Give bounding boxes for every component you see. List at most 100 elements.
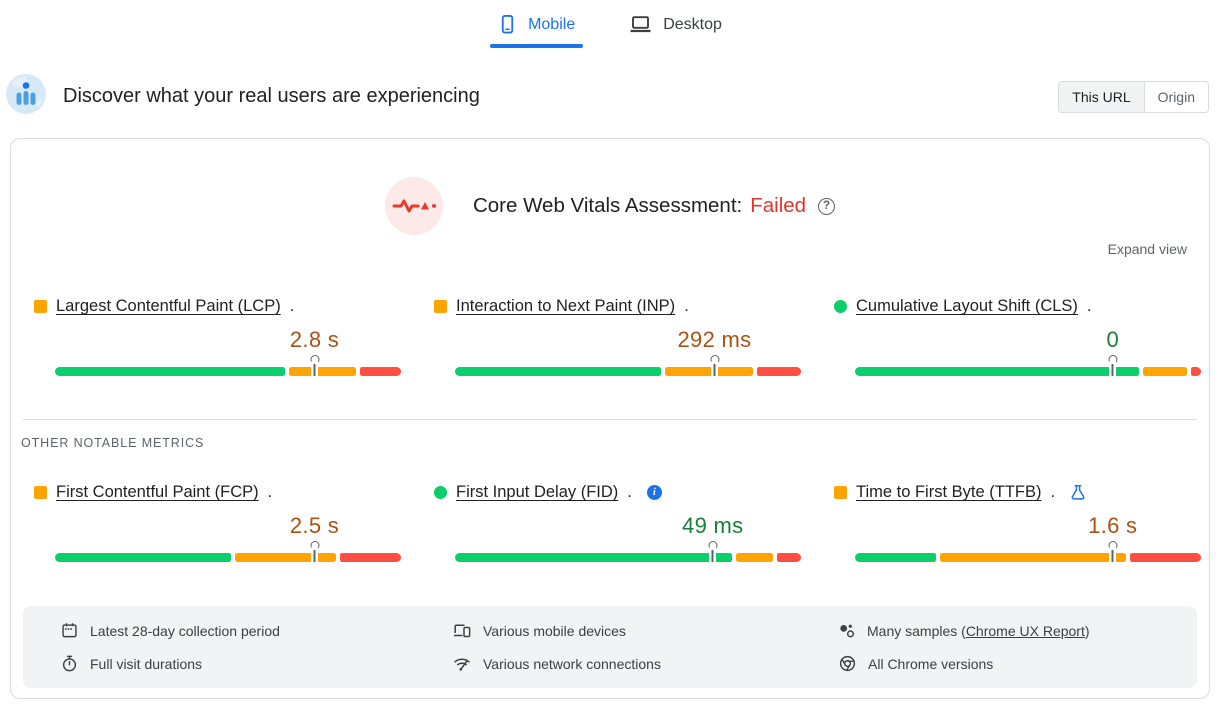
segment-poor: [360, 367, 401, 376]
bar-area: 1.6 s: [855, 513, 1202, 562]
field-section-title: Discover what your real users are experi…: [63, 85, 480, 107]
marker-stem: [713, 364, 716, 376]
metric-value: 2.5 s: [289, 513, 340, 538]
metric-head: First Input Delay (FID). i: [434, 483, 801, 502]
metric-value: 0: [1106, 327, 1120, 352]
tab-desktop[interactable]: Desktop: [621, 10, 730, 48]
scope-this-url-button[interactable]: This URL: [1059, 81, 1144, 112]
rating-indicator: [834, 300, 847, 313]
field-data-header: Discover what your real users are experi…: [0, 48, 1220, 138]
distribution-bar: [855, 553, 1202, 562]
label-period: .: [289, 297, 295, 315]
segment-ni: [288, 367, 357, 376]
assessment-header: Core Web Vitals Assessment: Failed ?: [11, 139, 1209, 235]
distribution-bar: [455, 553, 801, 562]
core-web-vitals-card: Core Web Vitals Assessment: Failed ? Exp…: [10, 138, 1210, 699]
samples-icon: [839, 623, 855, 639]
rating-indicator: [434, 300, 447, 313]
footer-text: All Chrome versions: [868, 655, 994, 672]
segment-good: [55, 553, 231, 562]
collection-period-item: Latest 28-day collection period: [61, 622, 453, 639]
metric-label-link[interactable]: Cumulative Layout Shift (CLS): [856, 297, 1078, 315]
metric-lcp: Largest Contentful Paint (LCP). 2.8 s: [34, 297, 401, 376]
stopwatch-icon: [61, 655, 78, 672]
label-period: .: [1050, 483, 1056, 501]
metric-head: Interaction to Next Paint (INP).: [434, 297, 801, 316]
marker-dot: [708, 541, 718, 550]
label-period: .: [627, 483, 632, 501]
tab-mobile[interactable]: Mobile: [490, 10, 584, 48]
segment-ni: [736, 553, 774, 562]
bar-area: 2.5 s: [55, 513, 402, 562]
metric-value: 292 ms: [677, 327, 752, 352]
marker-dot: [310, 355, 319, 364]
p75-marker: [1108, 541, 1118, 562]
marker-stem: [313, 550, 316, 562]
info-icon[interactable]: i: [646, 485, 662, 500]
network-icon: [453, 655, 471, 672]
calendar-icon: [61, 622, 78, 639]
label-period: .: [267, 483, 273, 501]
heartbeat-icon: [384, 177, 443, 235]
section-divider: [23, 419, 1197, 420]
rating-indicator: [34, 486, 47, 499]
distribution-bar: [455, 367, 801, 376]
crux-data-footer: Latest 28-day collection period Various …: [23, 606, 1197, 688]
metric-label-link[interactable]: Interaction to Next Paint (INP): [456, 297, 676, 315]
segment-poor: [340, 553, 402, 562]
bar-area: 0: [855, 327, 1201, 376]
network-connections-item: Various network connections: [453, 655, 839, 672]
footer-text: Various network connections: [483, 655, 661, 672]
scope-toggle: This URL Origin: [1058, 80, 1209, 113]
device-tab-bar: Mobile Desktop: [0, 0, 1220, 48]
footer-text: Full visit durations: [90, 655, 203, 672]
expand-view-link[interactable]: Expand view: [1107, 241, 1187, 257]
chrome-ux-report-link[interactable]: Chrome UX Report: [965, 622, 1085, 639]
metric-value: 49 ms: [682, 513, 744, 538]
core-metrics-row: Largest Contentful Paint (LCP). 2.8 s In…: [11, 297, 1209, 376]
mobile-phone-icon: [498, 14, 517, 35]
footer-text: Many samples (Chrome UX Report): [867, 622, 1090, 639]
marker-dot: [710, 355, 719, 364]
devices-item: Various mobile devices: [453, 622, 839, 639]
footer-text: Various mobile devices: [483, 622, 626, 639]
marker-stem: [313, 364, 316, 376]
segment-good: [455, 553, 733, 562]
chrome-versions-item: All Chrome versions: [839, 655, 1187, 672]
experimental-flask-icon[interactable]: [1070, 484, 1086, 501]
segment-ni: [234, 553, 337, 562]
metric-label-link[interactable]: First Input Delay (FID): [456, 483, 619, 501]
metric-head: Largest Contentful Paint (LCP).: [34, 297, 401, 316]
metric-head: Cumulative Layout Shift (CLS).: [834, 297, 1201, 316]
tab-mobile-label: Mobile: [528, 15, 576, 33]
segment-poor: [777, 553, 801, 562]
label-period: .: [684, 297, 689, 315]
metric-head: First Contentful Paint (FCP).: [34, 483, 401, 502]
marker-dot: [1108, 355, 1118, 364]
p75-marker: [710, 355, 719, 376]
marker-stem: [1111, 550, 1114, 562]
assessment-status: Failed: [750, 194, 807, 217]
visit-durations-item: Full visit durations: [61, 655, 453, 672]
metric-label-link[interactable]: Largest Contentful Paint (LCP): [56, 297, 281, 315]
segment-ni: [940, 553, 1127, 562]
metric-value: 2.8 s: [289, 327, 340, 352]
real-users-icon: [6, 74, 46, 119]
help-icon[interactable]: ?: [818, 197, 836, 215]
rating-indicator: [34, 300, 47, 313]
bar-area: 2.8 s: [55, 327, 401, 376]
metric-label-link[interactable]: First Contentful Paint (FCP): [56, 483, 259, 501]
segment-good: [55, 367, 285, 376]
desktop-icon: [629, 15, 652, 34]
p75-marker: [310, 541, 319, 562]
label-period: .: [1086, 297, 1092, 315]
segment-ni: [665, 367, 754, 376]
scope-origin-button[interactable]: Origin: [1143, 81, 1208, 112]
metric-inp: Interaction to Next Paint (INP). 292 ms: [434, 297, 801, 376]
marker-stem: [711, 550, 714, 562]
devices-icon: [453, 622, 471, 639]
samples-item: Many samples (Chrome UX Report): [839, 622, 1187, 639]
metric-ttfb: Time to First Byte (TTFB). 1.6 s: [834, 483, 1202, 562]
metric-label-link[interactable]: Time to First Byte (TTFB): [856, 483, 1042, 501]
distribution-bar: [855, 367, 1201, 376]
